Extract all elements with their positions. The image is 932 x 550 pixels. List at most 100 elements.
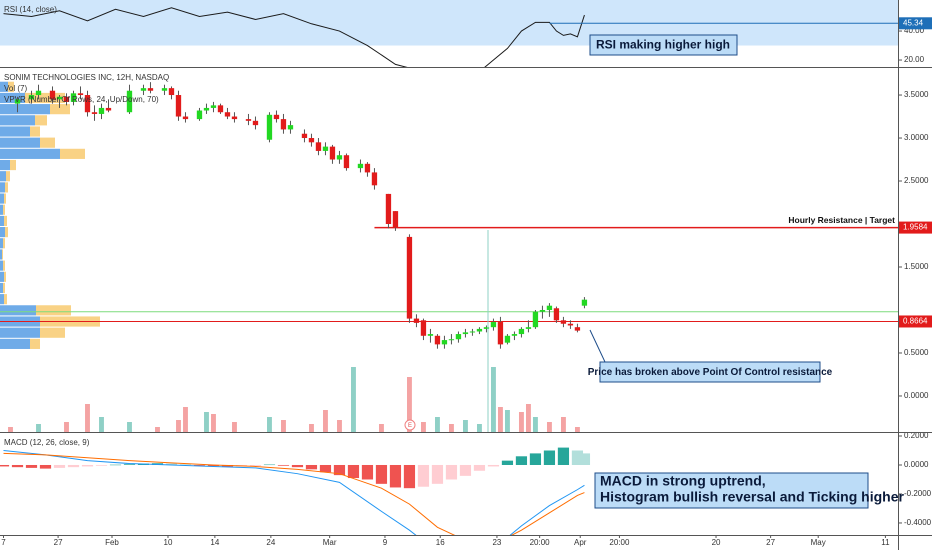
candle-body: [231, 116, 238, 120]
candle-body: [392, 211, 399, 228]
vpvr-down: [36, 305, 71, 316]
candle-body: [343, 155, 350, 169]
histogram-bar: [445, 464, 458, 480]
vpvr-up: [0, 327, 40, 338]
candle-body: [413, 318, 420, 323]
vpvr-up: [0, 171, 6, 182]
x-tick-label: 16: [436, 538, 445, 547]
candle-body: [546, 305, 553, 310]
line: [3, 449, 585, 535]
candle-body: [28, 95, 35, 100]
price-title: SONIM TECHNOLOGIES INC, 12H, NASDAQ: [4, 73, 169, 82]
candle-body: [490, 322, 497, 328]
histogram-bar: [487, 464, 500, 467]
histogram-bar: [319, 464, 332, 473]
candle-body: [504, 335, 511, 343]
volume-bar: [574, 427, 580, 432]
vpvr-up: [0, 271, 4, 282]
histogram-bar: [305, 464, 318, 470]
x-tick-label: Mar: [323, 538, 337, 547]
histogram-bar: [193, 464, 206, 466]
rsi-title: RSI (14, close): [4, 5, 57, 14]
histogram-bar: [165, 463, 178, 465]
volume-bar: [421, 422, 426, 432]
volume-bar: [155, 427, 160, 432]
candle-body: [371, 172, 378, 186]
candle-body: [560, 320, 567, 324]
candle-body: [336, 155, 343, 160]
candle-body: [497, 322, 504, 345]
y-tick-label: 0.5000: [904, 348, 929, 357]
histogram-bar: [571, 450, 584, 465]
vpvr-up: [0, 294, 4, 305]
candle-body: [203, 107, 210, 111]
histogram-bar: [403, 464, 416, 489]
vpvr-down: [30, 338, 40, 349]
candle-body: [77, 93, 84, 96]
histogram-bar: [333, 464, 346, 476]
candle-body: [140, 88, 147, 91]
vpvr-up: [0, 92, 25, 104]
candle-body: [448, 339, 455, 341]
histogram-bar: [557, 447, 570, 465]
histogram-bar: [459, 464, 472, 476]
annotation-box: [589, 34, 738, 56]
candle-body: [14, 99, 21, 104]
y-tick-label: -0.4000: [904, 518, 932, 527]
vpvr-down: [3, 238, 5, 249]
candle-body: [266, 114, 273, 140]
candle-body: [364, 163, 371, 173]
candle-body: [287, 125, 294, 130]
earnings-marker: [404, 419, 416, 431]
annotation-text: Price has broken above Point Of Control …: [588, 367, 833, 378]
volume-bar: [267, 417, 272, 432]
vpvr-down: [25, 92, 65, 104]
vpvr-up: [0, 193, 4, 204]
volume-bar: [462, 420, 468, 432]
candle-body: [91, 112, 98, 114]
vpvr-up: [0, 249, 2, 260]
candle-body: [224, 112, 231, 117]
histogram-bar: [277, 464, 290, 466]
candle-body: [469, 331, 476, 333]
x-tick-label: 20: [712, 538, 721, 547]
histogram-bar: [431, 464, 444, 484]
candle-body: [532, 311, 539, 328]
y-tick-label: 3.0000: [904, 133, 929, 142]
rsi-band: [0, 0, 898, 46]
volume-bar: [337, 420, 342, 432]
vpvr-down: [5, 182, 8, 193]
price-level-label: 1.9584: [903, 223, 928, 232]
x-tick-label: 9: [383, 538, 388, 547]
vpvr-down: [3, 260, 5, 271]
vpvr-down: [40, 137, 55, 148]
vpvr-up: [0, 338, 30, 349]
candle-body: [455, 334, 462, 340]
candle-body: [210, 105, 217, 108]
candle-body: [539, 309, 546, 312]
volume-bar: [36, 424, 41, 432]
volume-bar: [546, 422, 552, 432]
candle-body: [420, 320, 427, 336]
vpvr-down: [10, 159, 16, 171]
histogram-bar: [95, 464, 108, 466]
candle-body: [63, 96, 70, 102]
histogram-bar: [67, 464, 80, 468]
candle-body: [462, 332, 469, 335]
x-tick-label: May: [811, 538, 826, 547]
candle-body: [35, 90, 42, 96]
x-tick-label: Apr: [574, 538, 587, 547]
x-tick-label: 24: [266, 538, 275, 547]
annotation-text: MACD in strong uptrend,: [600, 473, 766, 489]
vpvr-up: [0, 204, 3, 215]
candle-body: [147, 88, 154, 91]
candle-body: [217, 105, 224, 113]
vpvr-down: [4, 294, 7, 305]
candle-body: [329, 146, 336, 160]
candle-body: [245, 119, 252, 121]
candle-body: [483, 327, 490, 329]
vpvr-up: [0, 238, 3, 249]
candle-body: [280, 119, 287, 130]
vpvr-up: [0, 115, 35, 126]
volume-bar: [127, 422, 132, 432]
